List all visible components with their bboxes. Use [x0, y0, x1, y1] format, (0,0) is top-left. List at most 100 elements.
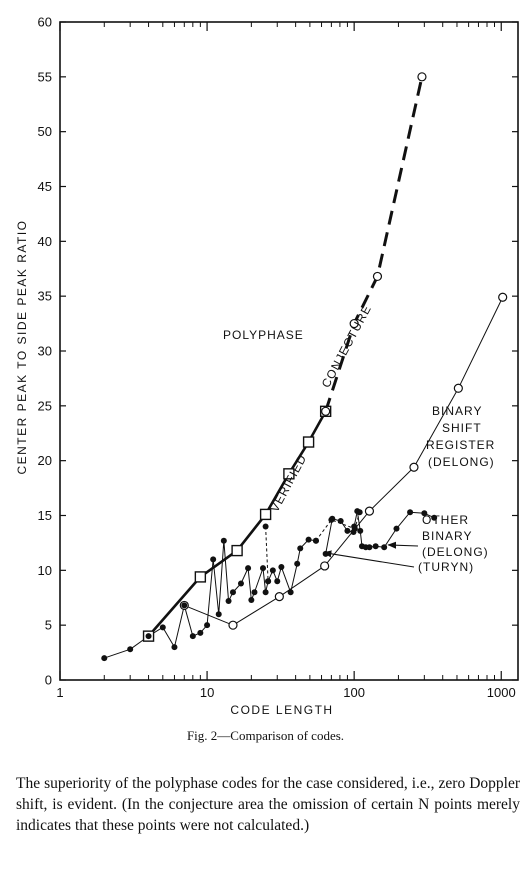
annotation-label: SHIFT	[442, 421, 482, 435]
square-point	[302, 436, 315, 448]
filled-circle-point	[210, 556, 217, 563]
delong-leader-arrow	[387, 541, 419, 549]
filled-circle-point	[171, 644, 178, 651]
filled-circle-point	[322, 550, 329, 557]
filled-circle-point	[181, 602, 188, 609]
y-axis-title: CENTER PEAK TO SIDE PEAK RATIO	[15, 219, 29, 474]
annotation-label: (DELONG)	[422, 545, 489, 559]
y-tick-label: 10	[38, 563, 52, 578]
filled-circle-point	[260, 565, 267, 572]
comparison-chart: 0 5 10 15 20 25 30 35 40 45 50 55 60 1 10 100 1000 POLYP…	[15, 15, 519, 717]
filled-circle-point	[366, 544, 373, 551]
filled-circle-point	[145, 633, 152, 640]
filled-circle-point	[251, 589, 258, 596]
annotation-label: BINARY	[422, 529, 472, 543]
filled-circle-point	[407, 509, 414, 516]
y-tick-label: 0	[45, 673, 52, 688]
x-tick-label: 1000	[487, 685, 516, 700]
filled-circle-point	[337, 517, 344, 524]
annotation-label: VERIFIED	[267, 452, 309, 515]
x-tick-label: 1	[56, 685, 63, 700]
filled-circle-point	[328, 516, 335, 523]
x-tick-label: 100	[343, 685, 365, 700]
filled-circle-point	[262, 589, 269, 596]
filled-circle-point	[356, 509, 363, 516]
x-tick-label: 10	[200, 685, 214, 700]
series-line-2	[184, 297, 504, 626]
filled-circle-point	[262, 523, 269, 530]
open-circle-point	[321, 406, 331, 416]
annotation-label: BINARY	[432, 404, 482, 418]
filled-circle-point	[237, 580, 244, 587]
filled-circle-point	[265, 578, 272, 585]
filled-circle-point	[381, 544, 388, 551]
x-axis-title: CODE LENGTH	[230, 703, 333, 717]
figure-caption: Fig. 2—Comparison of codes.	[186, 728, 345, 743]
filled-circle-point	[393, 525, 400, 532]
filled-circle-point	[101, 655, 108, 662]
annotation-label: (TURYN)	[418, 560, 474, 574]
y-tick-label: 45	[38, 179, 52, 194]
filled-circle-point	[127, 646, 134, 653]
marker-layer	[101, 72, 508, 662]
open-circle-point	[349, 318, 359, 329]
annotation-label: POLYPHASE	[223, 328, 304, 342]
filled-circle-point	[225, 598, 232, 605]
filled-circle-point	[204, 622, 211, 629]
annotation-label: OTHER	[422, 513, 469, 527]
open-circle-point	[409, 462, 419, 472]
y-tick-label: 55	[38, 69, 52, 84]
series-line-3	[104, 539, 317, 659]
filled-circle-point	[357, 527, 364, 534]
filled-circle-point	[248, 596, 255, 603]
square-point	[231, 544, 243, 557]
axis-label-layer: CODE LENGTH CENTER PEAK TO SIDE PEAK RAT…	[15, 219, 333, 717]
axis-frame-layer	[59, 21, 519, 681]
body-paragraph: The superiority of the polyphase codes f…	[16, 775, 520, 834]
turyn-leader-arrow	[322, 550, 415, 568]
filled-circle-point	[197, 629, 204, 636]
open-circle-point	[453, 383, 463, 393]
filled-circle-point	[274, 578, 281, 585]
y-tick-label: 60	[38, 15, 52, 30]
square-point	[194, 571, 207, 583]
y-tick-label: 5	[45, 618, 52, 633]
filled-circle-point	[297, 545, 304, 552]
filled-circle-point	[215, 611, 222, 618]
y-tick-label: 25	[38, 398, 52, 413]
filled-circle-point	[421, 510, 428, 517]
annotation-label: REGISTER	[426, 438, 495, 452]
filled-circle-point	[159, 624, 166, 631]
filled-circle-point	[372, 543, 379, 550]
series-line-4	[325, 510, 435, 554]
filled-circle-point	[351, 525, 358, 532]
filled-circle-point	[294, 560, 301, 567]
annotation-label: CONJECTURE	[319, 302, 375, 390]
filled-circle-point	[229, 589, 236, 596]
y-tick-label: 15	[38, 508, 52, 523]
y-tick-label: 20	[38, 453, 52, 468]
filled-circle-point	[220, 537, 227, 544]
filled-circle-point	[344, 527, 351, 534]
series-line-0	[147, 410, 327, 637]
filled-circle-point	[431, 514, 438, 521]
open-circle-point	[320, 561, 330, 571]
filled-circle-point	[312, 537, 319, 544]
open-circle-point	[498, 292, 508, 302]
filled-circle-point	[287, 589, 294, 596]
y-tick-label: 50	[38, 124, 52, 139]
open-circle-point	[228, 620, 238, 630]
series-line-6	[265, 526, 269, 582]
series-line-5	[315, 512, 361, 542]
filled-circle-point	[305, 536, 312, 543]
open-circle-point	[417, 72, 427, 82]
square-point	[259, 508, 272, 521]
open-circle-point	[364, 506, 375, 516]
tick-layer: 0 5 10 15 20 25 30 35 40 45 50 55 60 1 10 100 1000	[38, 15, 518, 700]
open-circle-point	[372, 271, 383, 282]
filled-circle-point	[278, 564, 285, 571]
series-line-1	[324, 76, 424, 412]
filled-circle-point	[269, 567, 276, 574]
filled-circle-point	[245, 565, 252, 572]
plot-frame	[59, 21, 519, 681]
